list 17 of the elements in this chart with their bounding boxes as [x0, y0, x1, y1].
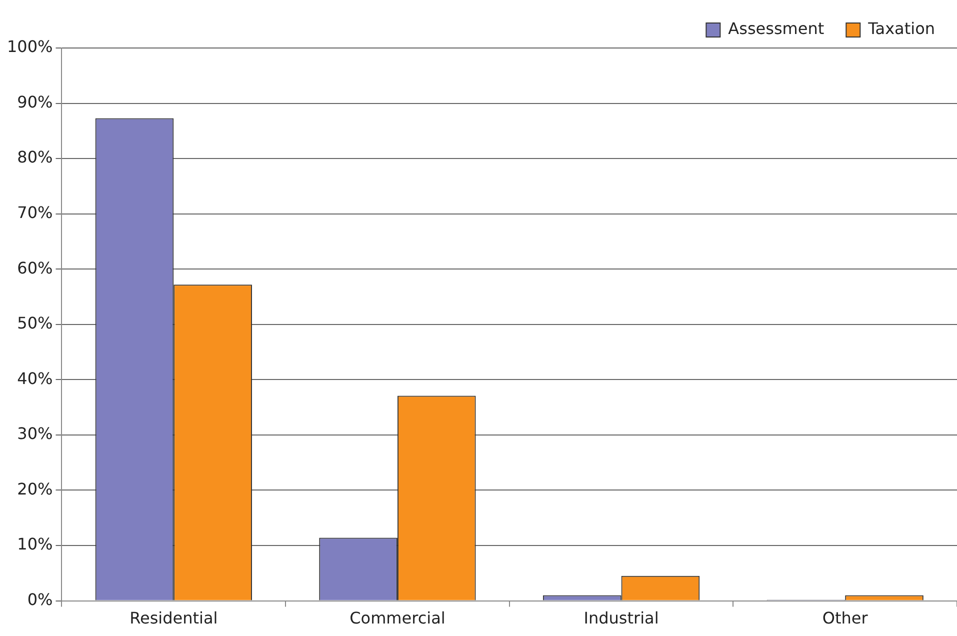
- y-tick-label: 100%: [6, 37, 53, 56]
- y-tick-label: 30%: [17, 424, 53, 444]
- y-tick-label: 50%: [17, 314, 53, 333]
- x-tick-label: Residential: [130, 608, 218, 628]
- y-tick-label: 60%: [17, 258, 53, 278]
- x-tick-label: Other: [822, 608, 868, 628]
- y-tick-label: 40%: [17, 368, 53, 388]
- x-tick-label: Industrial: [584, 608, 659, 628]
- y-tick-label: 10%: [17, 534, 53, 554]
- y-tick-label: 80%: [17, 148, 53, 167]
- y-tick-label: 20%: [17, 479, 53, 498]
- x-tick-label: Commercial: [350, 608, 446, 628]
- y-tick-label: 0%: [27, 590, 53, 609]
- legend-label: Taxation: [867, 19, 936, 38]
- y-tick-label: 90%: [17, 92, 53, 112]
- legend-label: Assessment: [728, 19, 824, 38]
- y-tick-label: 70%: [17, 202, 53, 222]
